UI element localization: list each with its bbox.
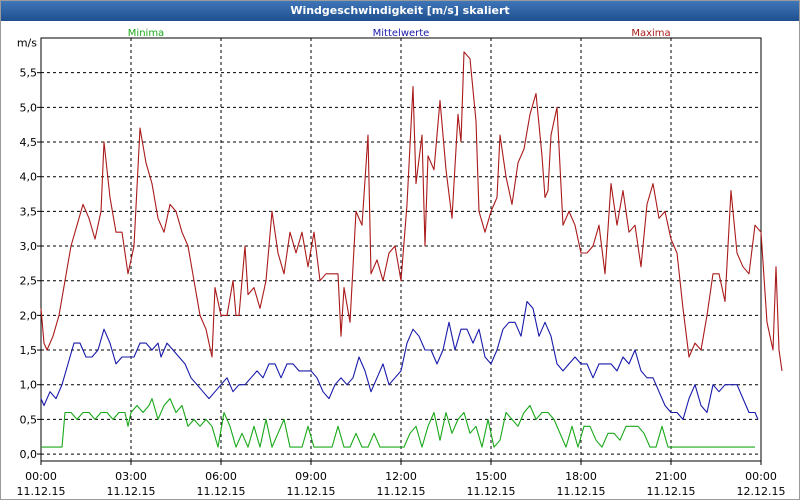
x-tick-time: 00:00	[25, 470, 57, 483]
x-tick-date: 11.12.15	[107, 485, 156, 498]
x-tick-time: 00:00	[745, 470, 777, 483]
x-tick-date: 11.12.15	[557, 485, 606, 498]
y-tick-label: 3,0	[20, 240, 38, 253]
chart-title: Windgeschwindigkeit [m/s] skaliert	[1, 1, 799, 21]
legend-mittelwerte: Mittelwerte	[373, 28, 430, 39]
y-tick-label: 4,5	[20, 136, 38, 149]
series-line-maxima	[40, 51, 783, 371]
x-tick-date: 11.12.15	[197, 485, 246, 498]
y-axis-label: m/s	[17, 36, 37, 49]
x-tick-time: 09:00	[295, 470, 327, 483]
series-line-minima	[41, 398, 755, 448]
y-tick-label: 3,5	[20, 205, 38, 218]
legend-minima: Minima	[128, 28, 164, 39]
x-tick-date: 11.12.15	[377, 485, 426, 498]
x-tick-date: 11.12.15	[467, 485, 516, 498]
x-tick-time: 12:00	[385, 470, 417, 483]
y-tick-label: 4,0	[20, 171, 38, 184]
y-tick-label: 2,0	[20, 309, 38, 322]
y-tick-label: 1,0	[20, 379, 38, 392]
legend-maxima: Maxima	[631, 28, 670, 39]
x-tick-time: 03:00	[115, 470, 147, 483]
x-tick-date: 11.12.15	[647, 485, 696, 498]
y-tick-label: 5,0	[20, 101, 38, 114]
x-tick-time: 15:00	[475, 470, 507, 483]
x-tick-date: 11.12.15	[287, 485, 336, 498]
y-tick-label: 0,5	[20, 413, 38, 426]
x-tick-time: 06:00	[205, 470, 237, 483]
y-tick-label: 5,5	[20, 67, 38, 80]
y-tick-label: 1,5	[20, 344, 38, 357]
y-tick-label: 2,5	[20, 275, 38, 288]
x-tick-time: 21:00	[655, 470, 687, 483]
x-tick-date: 11.12.15	[17, 485, 66, 498]
x-tick-date: 12.12.15	[737, 485, 786, 498]
y-tick-label: 0,0	[20, 448, 38, 461]
series-line-mittelwerte	[40, 300, 759, 420]
x-tick-time: 18:00	[565, 470, 597, 483]
